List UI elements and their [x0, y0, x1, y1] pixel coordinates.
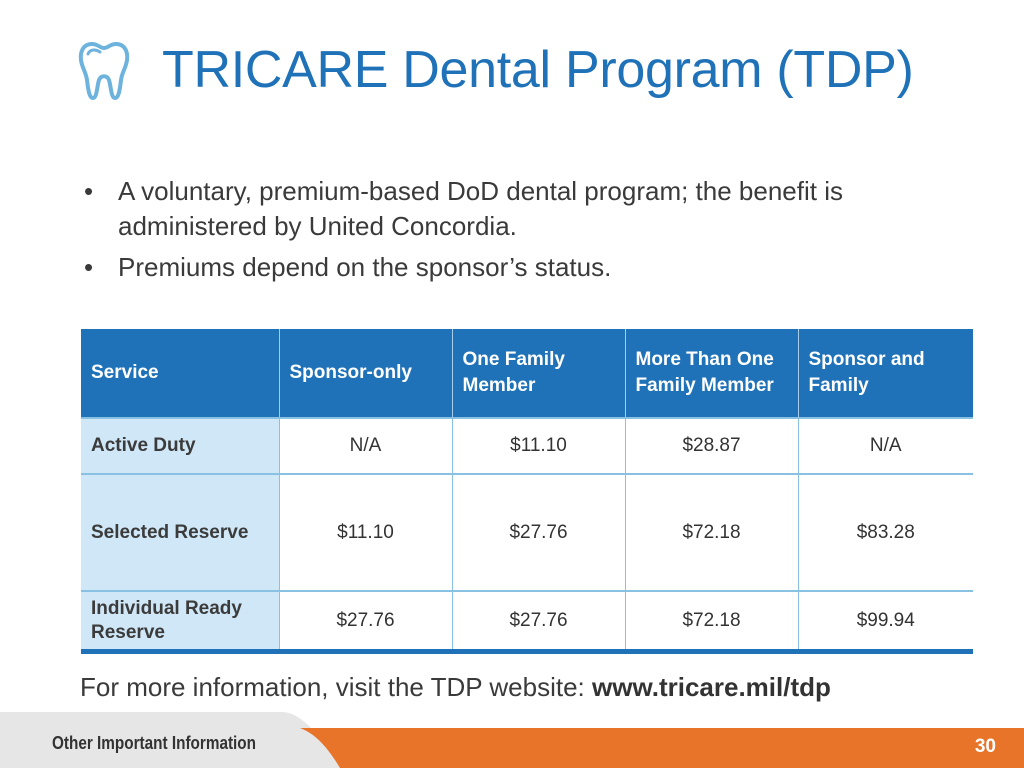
bullet-text: Premiums depend on the sponsor’s status. [118, 252, 612, 282]
row-label-active-duty: Active Duty [81, 417, 279, 474]
bullet-marker: • [84, 176, 94, 206]
page-number: 30 [974, 736, 996, 757]
bullet-marker: • [84, 252, 94, 282]
header-cell-sponsor-and-family: Sponsor and Family [797, 329, 973, 418]
header-cell-service: Service [81, 329, 279, 418]
tooth-icon [78, 42, 130, 100]
table-row: Active Duty N/A $11.10 $28.87 N/A [81, 417, 973, 474]
row-label-selected-reserve: Selected Reserve [81, 473, 279, 591]
bullet-list: • A voluntary, premium-based DoD dental … [80, 174, 960, 291]
table-cell: $27.76 [278, 590, 452, 652]
table-cell: $72.18 [624, 590, 798, 652]
table-cell: $27.76 [451, 473, 625, 591]
table-row: Individual Ready Reserve $27.76 $27.76 $… [81, 590, 973, 652]
header-cell-one-family-member: One Family Member [451, 329, 625, 418]
header-cell-more-than-one-family-member: More Than One Family Member [624, 329, 798, 418]
table-cell: $11.10 [451, 417, 625, 474]
bullet-item: • A voluntary, premium-based DoD dental … [80, 174, 960, 244]
table-cell: N/A [797, 417, 973, 474]
table-cell: $27.76 [451, 590, 625, 652]
bottom-bar-gray-shape [0, 712, 340, 768]
section-label: Other Important Information [52, 733, 256, 753]
table-row: Selected Reserve $11.10 $27.76 $72.18 $8… [81, 473, 973, 591]
table-cell: $83.28 [797, 473, 973, 591]
premium-table: Service Sponsor-only One Family Member M… [81, 329, 973, 654]
header-cell-sponsor-only: Sponsor-only [278, 329, 452, 418]
table-cell: $99.94 [797, 590, 973, 652]
bullet-text: A voluntary, premium-based DoD dental pr… [118, 176, 843, 241]
table-cell: $72.18 [624, 473, 798, 591]
table-cell: $28.87 [624, 417, 798, 474]
bottom-bar-orange-shape [300, 728, 1024, 768]
footer-note-text: For more information, visit the TDP webs… [80, 672, 593, 702]
bottom-bar [0, 712, 1024, 768]
table-header-row: Service Sponsor-only One Family Member M… [81, 329, 973, 418]
row-label-individual-ready-reserve: Individual Ready Reserve [81, 590, 279, 652]
page-title: TRICARE Dental Program (TDP) [162, 41, 914, 99]
bullet-item: • Premiums depend on the sponsor’s statu… [80, 250, 960, 285]
title-row: TRICARE Dental Program (TDP) [78, 36, 978, 106]
tdp-website-link[interactable]: www.tricare.mil/tdp [592, 672, 831, 702]
table-cell: N/A [278, 417, 452, 474]
table-cell: $11.10 [278, 473, 452, 591]
footer-note: For more information, visit the TDP webs… [80, 672, 831, 703]
